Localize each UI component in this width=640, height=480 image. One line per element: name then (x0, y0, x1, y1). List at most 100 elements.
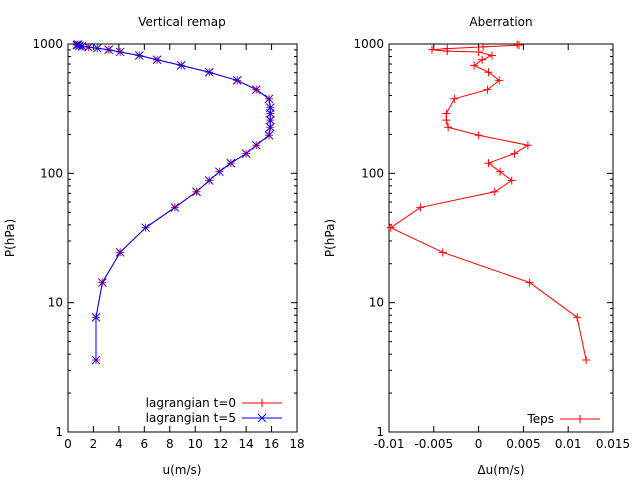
x-tick-label: 18 (289, 437, 304, 451)
legend-marker (576, 415, 584, 423)
data-point (192, 187, 201, 197)
data-point (470, 61, 479, 70)
data-point (442, 109, 451, 118)
data-point (474, 47, 483, 56)
data-point (265, 115, 275, 125)
x-tick-label: 0.005 (506, 437, 540, 451)
x-tick-label: -0.01 (373, 437, 404, 451)
x-tick-label: 4 (115, 437, 123, 451)
y-tick-label: 10 (48, 296, 63, 310)
x-tick-label: 10 (188, 437, 203, 451)
data-point (483, 85, 492, 94)
data-point (523, 141, 532, 150)
data-point (478, 55, 487, 64)
data-point (496, 167, 505, 176)
data-point (386, 223, 395, 232)
x-tick-label: 0.015 (596, 437, 630, 451)
data-point (484, 68, 493, 77)
data-point (104, 45, 114, 55)
chart-title: Vertical remap (138, 15, 225, 29)
data-point (265, 103, 275, 113)
x-tick-label: 0 (475, 437, 483, 451)
data-point (525, 278, 534, 287)
data-point (152, 55, 162, 65)
data-point (264, 130, 274, 140)
x-tick-label: 6 (141, 437, 149, 451)
aberration-panel: Aberration Δu(m/s) P(hPa) -0.01 -0.005 0 0.… (323, 15, 630, 477)
legend-label: lagrangian t=0 (146, 396, 236, 410)
data-point (241, 149, 251, 158)
data-point (443, 44, 452, 53)
data-point (141, 223, 150, 233)
data-point (134, 51, 144, 60)
y-tick-label: 10 (369, 296, 384, 310)
data-point (97, 278, 107, 287)
data-point (251, 140, 261, 150)
x-axis-label: Δu(m/s) (477, 463, 524, 477)
y-axis-label: P(hPa) (323, 219, 337, 257)
y-tick-label: 1000 (353, 37, 384, 51)
data-point (251, 85, 261, 94)
data-point (232, 76, 242, 85)
data-point (265, 122, 275, 132)
x-axis-label: u(m/s) (163, 463, 202, 477)
data-point (474, 131, 483, 140)
plot-frame (388, 43, 614, 433)
data-point (176, 61, 186, 70)
data-point (479, 42, 488, 51)
data-point (204, 176, 214, 185)
data-point (91, 312, 101, 322)
data-point (226, 158, 236, 168)
series-line (389, 43, 587, 361)
x-tick-label: 12 (213, 437, 228, 451)
y-tick-label: 1 (55, 425, 63, 439)
data-point (92, 43, 102, 53)
data-point (484, 159, 493, 168)
data-point (507, 176, 516, 185)
data-point (264, 94, 274, 104)
series-line (76, 44, 271, 361)
data-point (450, 94, 459, 103)
data-point (514, 41, 523, 50)
data-point (170, 203, 180, 212)
y-tick-label: 1 (376, 425, 384, 439)
x-tick-label: -0.005 (414, 437, 453, 451)
data-point (204, 67, 214, 77)
y-tick-label: 100 (361, 166, 384, 180)
data-point (488, 51, 497, 60)
data-point (115, 47, 125, 57)
legend-label: Teps (526, 412, 554, 426)
data-point (495, 76, 504, 85)
series-line (76, 44, 271, 361)
data-point (582, 356, 591, 365)
y-axis-label: P(hPa) (3, 219, 17, 257)
data-point (72, 40, 82, 50)
data-point (428, 45, 437, 54)
x-tick-label: 14 (238, 437, 253, 451)
x-tick-label: 8 (166, 437, 174, 451)
data-point (490, 187, 499, 196)
data-point (573, 313, 582, 322)
data-point (513, 40, 522, 49)
data-point (416, 203, 425, 212)
x-tick-label: 2 (90, 437, 98, 451)
data-point (510, 149, 519, 158)
x-tick-label: 0 (64, 437, 72, 451)
y-tick-label: 1000 (32, 37, 63, 51)
legend-marker (257, 413, 267, 423)
x-tick-label: 0.01 (555, 437, 582, 451)
vertical-remap-panel: Vertical remap u(m/s) P(hPa) 0 2 4 6 8 10 12 14… (3, 15, 305, 477)
data-point (91, 355, 101, 365)
data-point (73, 40, 83, 49)
chart-title: Aberration (469, 15, 532, 29)
data-point (215, 167, 224, 177)
x-tick-label: 16 (264, 437, 279, 451)
legend-label: lagrangian t=5 (146, 411, 236, 425)
plot-frame (67, 43, 298, 433)
data-point (115, 247, 125, 257)
data-point (444, 123, 453, 132)
y-tick-label: 100 (40, 166, 63, 180)
legend-marker (258, 399, 266, 407)
data-point (438, 248, 447, 257)
